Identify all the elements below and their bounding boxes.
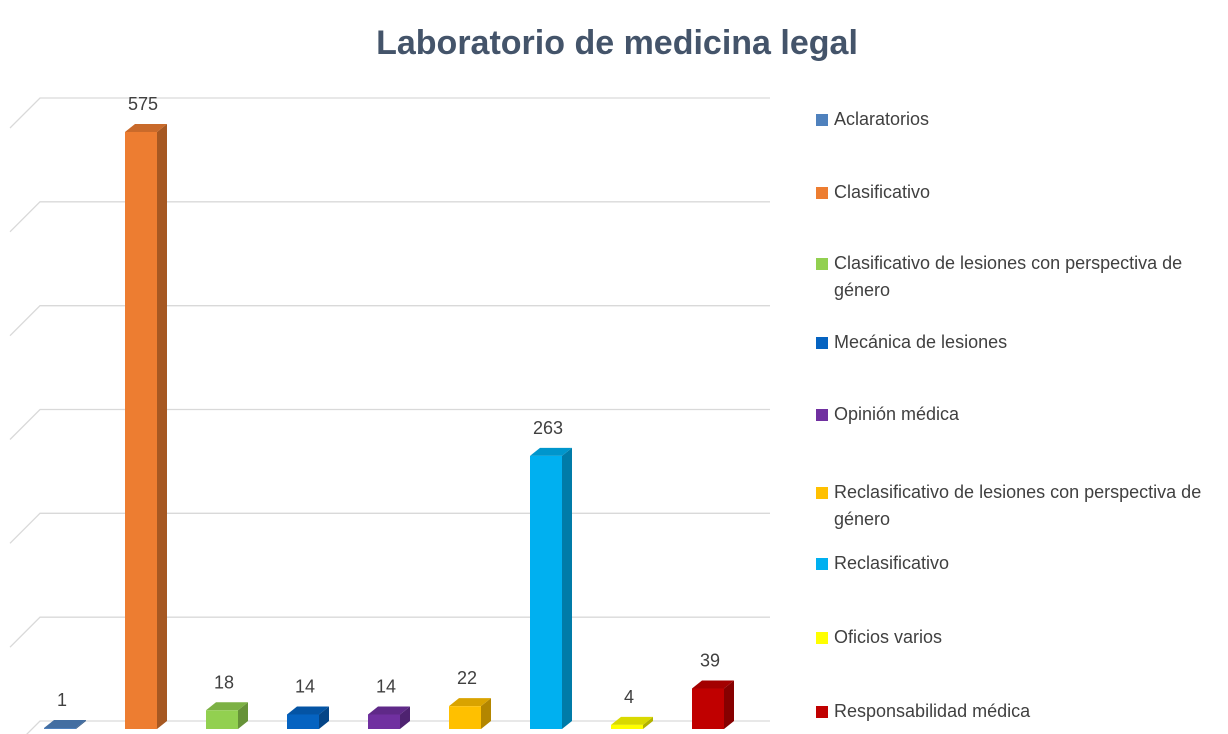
legend-swatch (816, 114, 828, 126)
grid-line (9, 305, 770, 337)
legend-swatch (816, 706, 828, 718)
bar-top (44, 719, 86, 728)
legend-entry: Reclasificativo (816, 550, 1212, 577)
legend-swatch (816, 337, 828, 349)
grid-line (9, 97, 770, 129)
legend-entry: Opinión médica (816, 401, 1212, 428)
bar (368, 714, 400, 729)
bar-top (611, 716, 653, 725)
bar-side (400, 706, 410, 729)
legend-entry: Responsabilidad médica (816, 698, 1212, 725)
legend-label: Mecánica de lesiones (834, 332, 1008, 352)
legend-label: Reclasificativo de lesiones con perspect… (834, 482, 1202, 529)
bar-top (125, 123, 167, 132)
bar-side (481, 698, 491, 729)
bar-top (449, 698, 491, 707)
data-label: 14 (295, 676, 315, 696)
grid-line (9, 512, 770, 544)
legend-entry: Clasificativo (816, 179, 1212, 206)
legend-label: Aclaratorios (834, 109, 930, 129)
legend-swatch (816, 558, 828, 570)
legend-entry: Mecánica de lesiones (816, 329, 1212, 356)
data-label: 575 (128, 94, 158, 114)
bar-side (319, 706, 329, 729)
bar-side (724, 680, 734, 729)
bar (206, 710, 238, 729)
data-label: 18 (214, 672, 234, 692)
legend-label: Responsabilidad médica (834, 701, 1031, 721)
bar (611, 724, 643, 729)
legend-label: Oficios varios (834, 627, 943, 647)
bar-side (643, 716, 653, 729)
legend-entry: Aclaratorios (816, 106, 1212, 133)
grid-line (9, 616, 770, 648)
bar (530, 455, 562, 729)
bar (125, 131, 157, 730)
legend-swatch (816, 409, 828, 421)
legend-swatch (816, 187, 828, 199)
chart-title: Laboratorio de medicina legal (376, 24, 858, 62)
bar (449, 706, 481, 729)
bar (44, 727, 76, 729)
grid-line (9, 408, 770, 440)
legend-label: Clasificativo (834, 182, 931, 202)
legend-label: Reclasificativo (834, 553, 950, 573)
bar (287, 714, 319, 729)
legend-swatch (816, 487, 828, 499)
bar (692, 688, 724, 729)
data-label: 1 (57, 690, 67, 710)
legend-label: Opinión médica (834, 404, 960, 424)
bar-top (692, 680, 734, 689)
data-label: 39 (700, 651, 720, 671)
grid-line (26, 720, 770, 734)
legend-entry: Oficios varios (816, 624, 1212, 651)
bar-top (206, 702, 248, 711)
data-label: 14 (376, 676, 396, 696)
legend-entry: Clasificativo de lesiones con perspectiv… (816, 250, 1212, 304)
data-label: 22 (457, 668, 477, 688)
bar-side (238, 702, 248, 729)
bar-side (76, 719, 86, 729)
bar-side (562, 447, 572, 729)
data-label: 4 (624, 687, 634, 707)
legend-label: Clasificativo de lesiones con perspectiv… (834, 253, 1183, 300)
legend-entry: Reclasificativo de lesiones con perspect… (816, 479, 1212, 533)
bar-top (368, 706, 410, 715)
bar-top (530, 447, 572, 456)
data-label: 263 (533, 418, 563, 438)
bar-side (157, 123, 167, 730)
grid-line (9, 201, 770, 233)
legend-swatch (816, 258, 828, 270)
bar-top (287, 706, 329, 715)
legend-swatch (816, 632, 828, 644)
